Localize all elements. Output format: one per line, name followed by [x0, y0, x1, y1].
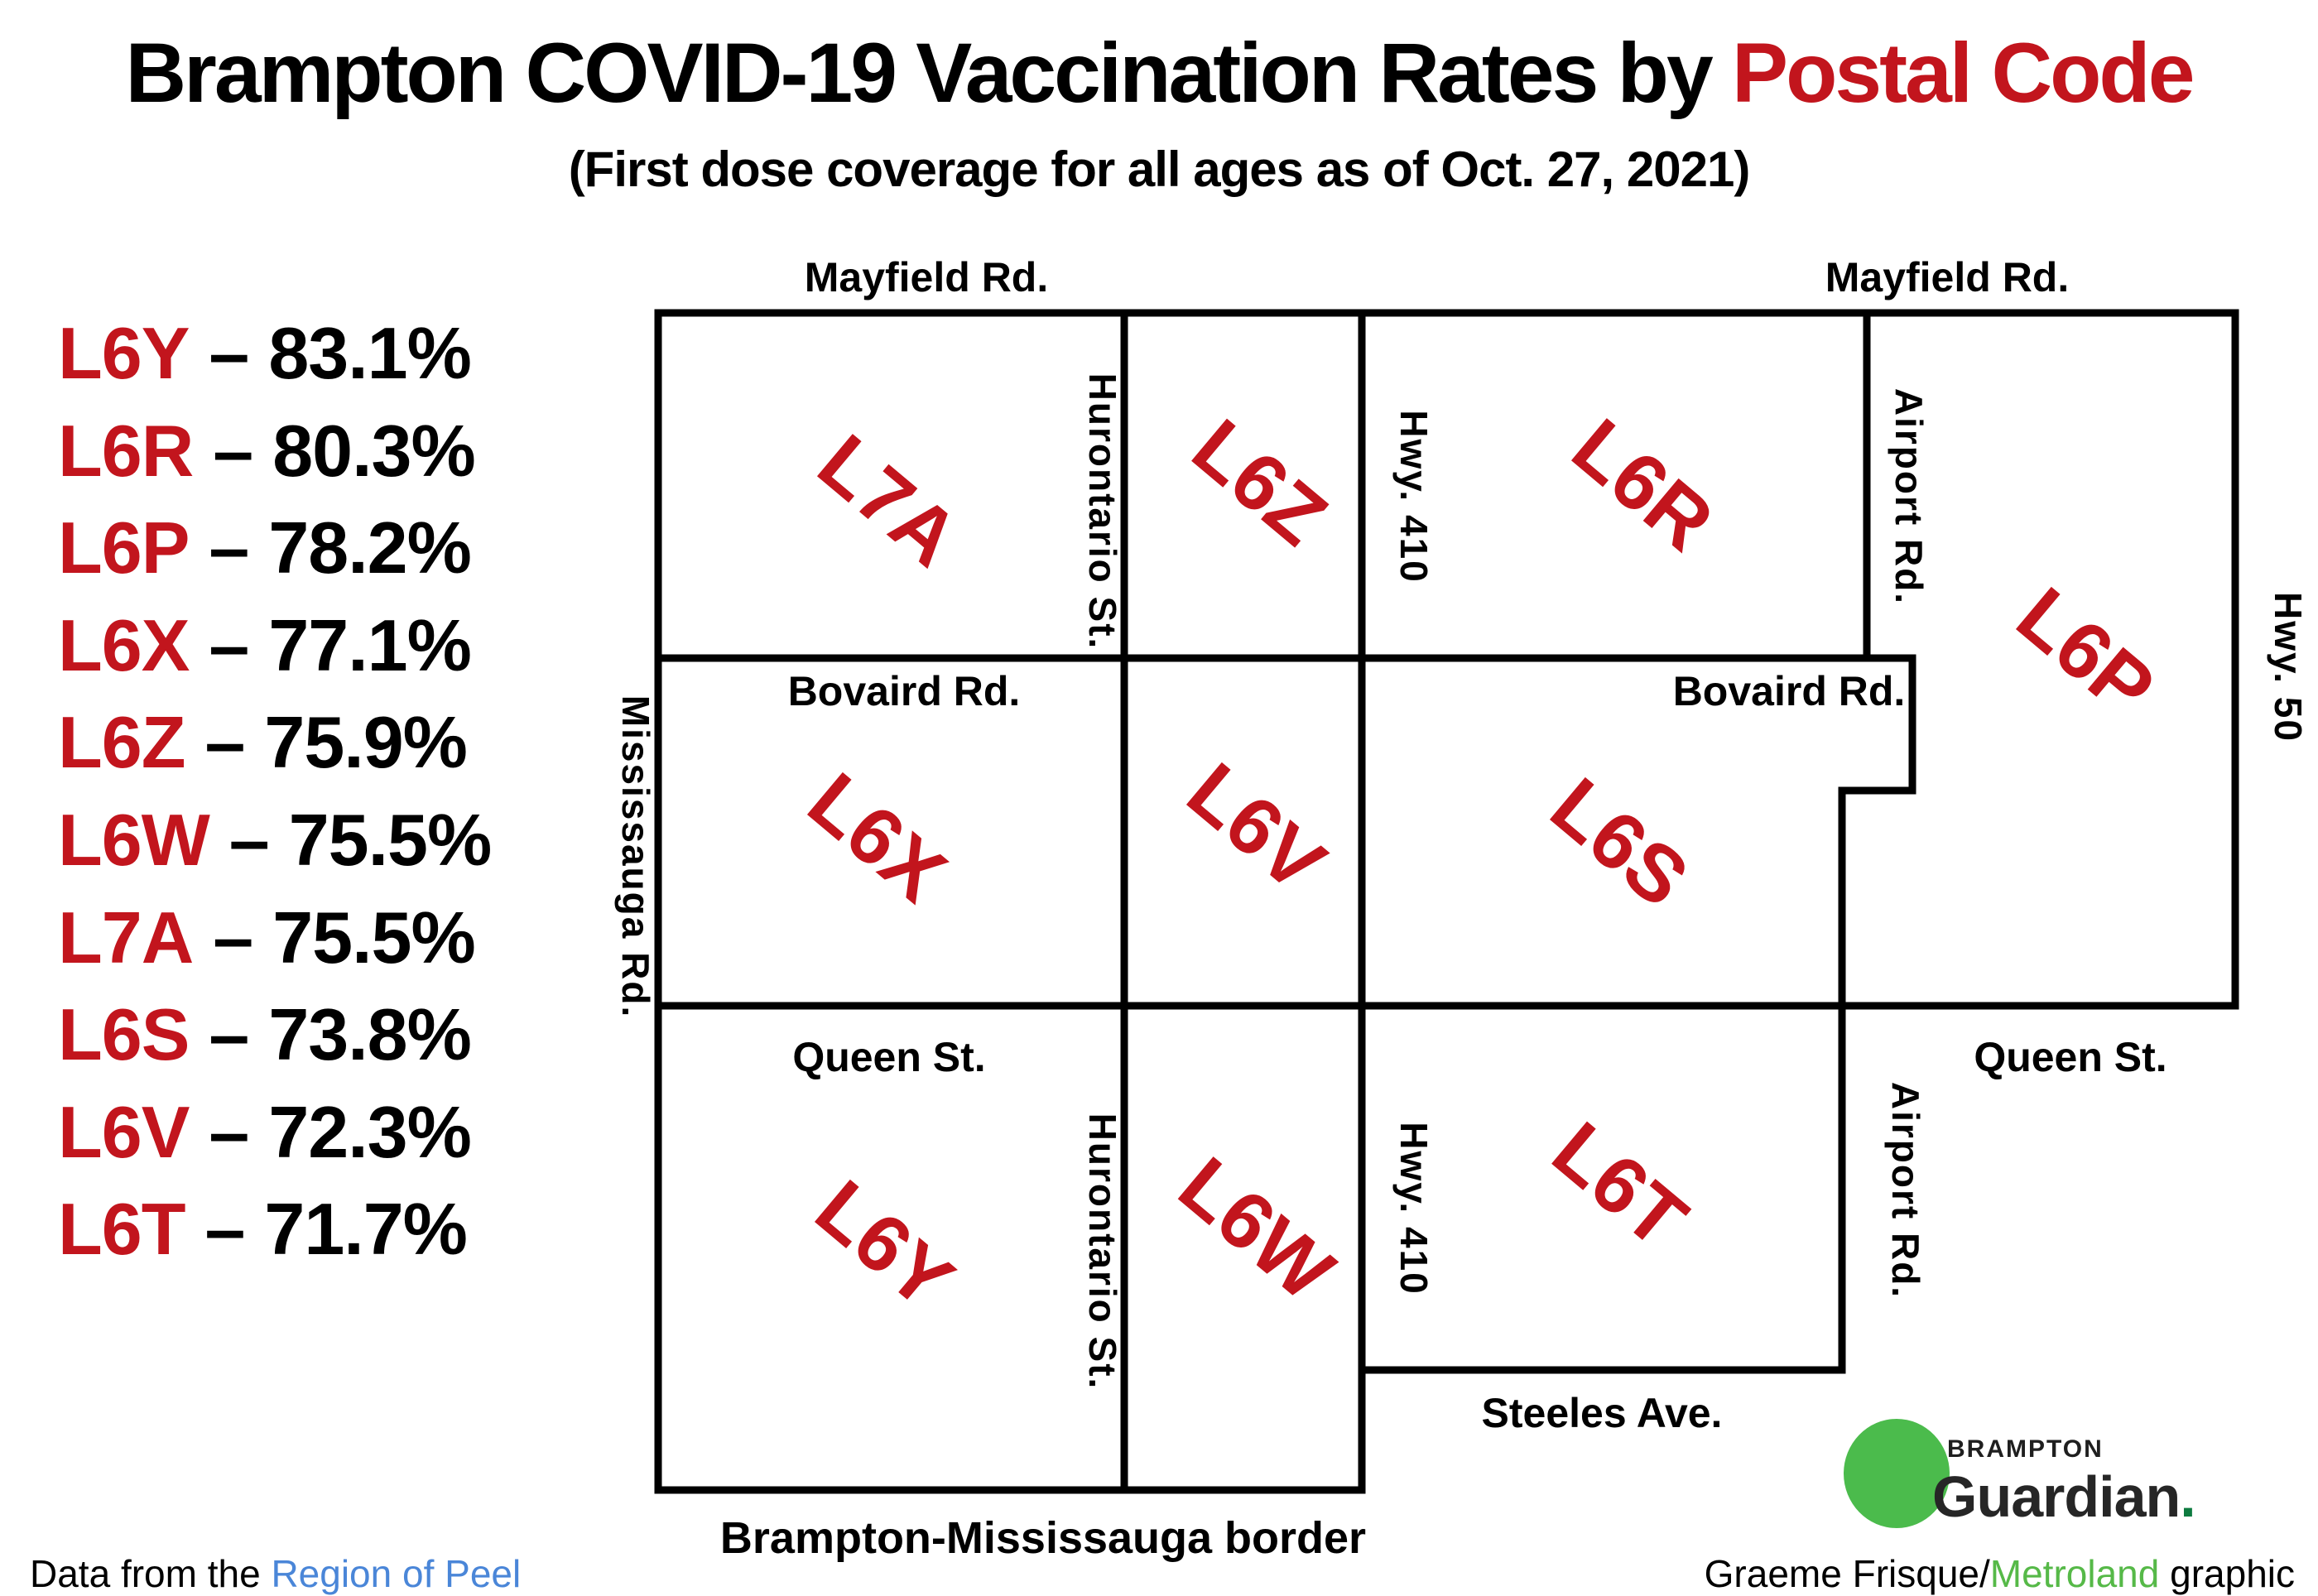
data-source-prefix: Data from the — [30, 1552, 272, 1595]
rate-code: L6V — [58, 1090, 190, 1173]
rate-value: 78.2% — [268, 507, 472, 589]
rate-value: 71.7% — [264, 1188, 468, 1271]
rate-code: L6W — [58, 798, 210, 881]
rate-dash: – — [213, 409, 253, 492]
road-label-bovaird-left: Bovaird Rd. — [788, 668, 1021, 714]
rate-code: L6P — [58, 507, 190, 589]
rate-code: L7A — [58, 896, 194, 978]
zone-label-l7a: L7A — [801, 417, 975, 584]
page-title: Brampton COVID-19 Vaccination Rates by P… — [0, 25, 2318, 122]
page-title-highlight: Postal Code — [1732, 26, 2195, 120]
city-border-label: Brampton-Mississauga border — [720, 1513, 1366, 1563]
rate-value: 72.3% — [268, 1090, 472, 1173]
rate-code: L6Z — [58, 701, 185, 784]
rate-row-l6t: L6T –71.7% — [58, 1187, 491, 1285]
logo-brampton-text: BRAMPTON — [1947, 1435, 2104, 1463]
rate-row-l6v: L6V –72.3% — [58, 1090, 491, 1188]
rate-row-l6s: L6S –73.8% — [58, 993, 491, 1090]
logo-green-dot: . — [2180, 1464, 2195, 1529]
credit-suffix: graphic — [2159, 1552, 2295, 1595]
zone-label-l6s: L6S — [1535, 760, 1705, 924]
rate-value: 75.5% — [288, 798, 493, 881]
road-label-mississauga: Mississauga Rd. — [614, 695, 657, 1018]
zone-label-l6v: L6V — [1171, 745, 1343, 909]
road-line-airport-bottom — [1838, 654, 1916, 1374]
rate-dash: – — [204, 1188, 245, 1271]
rate-row-l7a: L7A –75.5% — [58, 896, 491, 993]
rate-value: 75.5% — [272, 896, 476, 978]
rate-row-l6w: L6W –75.5% — [58, 798, 493, 896]
zone-label-l6w: L6W — [1162, 1140, 1350, 1318]
road-label-airport-bottom: Airport Rd. — [1884, 1082, 1927, 1299]
zone-label-l6y: L6Y — [800, 1162, 970, 1326]
logo-guardian-word: Guardian — [1932, 1464, 2180, 1529]
rate-dash: – — [209, 603, 249, 686]
road-label-airport-top: Airport Rd. — [1888, 388, 1931, 605]
page-title-text: Brampton COVID-19 Vaccination Rates by — [125, 26, 1733, 120]
credit-metroland: Metroland — [1989, 1552, 2160, 1595]
rate-row-l6x: L6X –77.1% — [58, 603, 491, 701]
rate-row-l6r: L6R –80.3% — [58, 409, 491, 507]
rate-dash: – — [209, 1090, 249, 1173]
data-source-note: Data from the Region of Peel — [30, 1551, 521, 1596]
rate-dash: – — [204, 701, 245, 784]
map-boundary-lines — [654, 309, 2239, 1494]
road-label-bovaird-right: Bovaird Rd. — [1673, 668, 1906, 714]
region-of-peel-link[interactable]: Region of Peel — [271, 1552, 522, 1595]
rate-dash: – — [228, 798, 270, 881]
page-subtitle: (First dose coverage for all ages as of … — [568, 142, 1751, 197]
zone-label-l6t: L6T — [1537, 1104, 1704, 1265]
road-label-hurontario-bottom: Hurontario St. — [1081, 1113, 1124, 1391]
rate-value: 75.9% — [264, 701, 468, 784]
rate-code: L6S — [58, 993, 190, 1076]
rate-value: 83.1% — [268, 312, 472, 394]
rate-code: L6Y — [58, 312, 190, 394]
rate-value: 77.1% — [268, 603, 472, 686]
graphic-credit: Graeme Frisque/Metroland graphic — [1705, 1551, 2295, 1596]
rate-value: 73.8% — [268, 993, 472, 1076]
zone-label-l6z: L6Z — [1176, 401, 1344, 562]
rate-row-l6z: L6Z –75.9% — [58, 700, 491, 798]
rates-list: L6Y –83.1% L6R –80.3% L6P –78.2% L6X –77.1% … — [58, 311, 493, 1285]
road-label-mayfield-right: Mayfield Rd. — [1825, 254, 2069, 300]
rate-dash: – — [209, 312, 249, 394]
road-label-steeles: Steeles Ave. — [1482, 1390, 1723, 1436]
road-label-queen-right: Queen St. — [1974, 1034, 2167, 1080]
credit-author: Graeme Frisque/ — [1704, 1552, 1990, 1595]
road-label-mayfield-left: Mayfield Rd. — [805, 254, 1048, 300]
rate-dash: – — [213, 896, 253, 978]
road-label-hurontario-top: Hurontario St. — [1081, 373, 1124, 651]
road-label-hwy410-bottom: Hwy. 410 — [1392, 1122, 1436, 1295]
zone-label-l6r: L6R — [1556, 401, 1729, 568]
road-label-hwy50: Hwy. 50 — [2267, 592, 2310, 743]
rate-code: L6R — [58, 409, 194, 492]
zone-label-l6x: L6X — [792, 755, 963, 919]
rate-row-l6p: L6P –78.2% — [58, 506, 491, 603]
logo-green-circle-icon — [1844, 1419, 1950, 1528]
brampton-guardian-logo: BRAMPTON Guardian. — [1844, 1419, 2196, 1529]
logo-guardian-text: Guardian. — [1932, 1464, 2195, 1529]
rate-dash: – — [209, 507, 249, 589]
rate-value: 80.3% — [272, 409, 476, 492]
rate-dash: – — [209, 993, 249, 1076]
zone-label-l6p: L6P — [2001, 570, 2171, 733]
rate-code: L6T — [58, 1188, 185, 1271]
rate-code: L6X — [58, 603, 190, 686]
road-label-hwy410-top: Hwy. 410 — [1392, 410, 1436, 583]
rate-row-l6y: L6Y –83.1% — [58, 311, 491, 409]
road-label-queen-left: Queen St. — [792, 1034, 985, 1080]
